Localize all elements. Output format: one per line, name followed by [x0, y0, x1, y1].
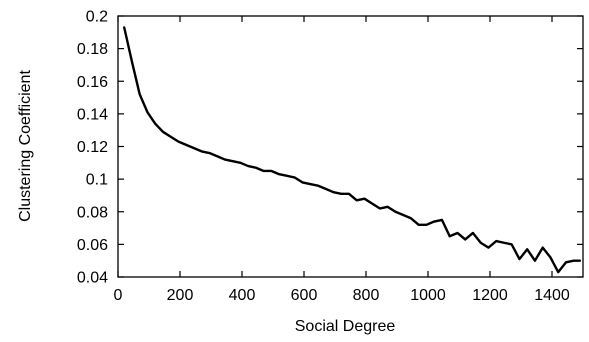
y-tick-label: 0.12 — [77, 139, 108, 156]
y-tick-label: 0.2 — [86, 9, 108, 26]
plot-frame — [117, 15, 584, 278]
series-layer — [122, 26, 582, 274]
ticks-layer: 0 200 400 600 800 1000 1200 1400 0.04 0.06 0.08 0.1… — [77, 9, 583, 304]
y-tick-label: 0.18 — [77, 41, 108, 58]
y-tick-label: 0.1 — [86, 172, 108, 189]
x-tick-label: 200 — [167, 287, 194, 304]
x-tick-label: 400 — [229, 287, 256, 304]
x-tick-label: 600 — [291, 287, 318, 304]
y-tick-label: 0.08 — [77, 204, 108, 221]
x-tick-label: 0 — [114, 287, 123, 304]
y-tick-label: 0.06 — [77, 237, 108, 254]
y-axis-label: Clustering Coefficient — [17, 70, 34, 222]
labels-layer: Social Degree Clustering Coefficient — [17, 70, 395, 335]
y-tick-label: 0.04 — [77, 270, 108, 287]
x-tick-label: 1400 — [534, 287, 570, 304]
series-line — [122, 26, 582, 274]
x-tick-label: 800 — [353, 287, 380, 304]
y-tick-label: 0.14 — [77, 106, 108, 123]
x-tick-label: 1000 — [410, 287, 446, 304]
y-tick-label: 0.16 — [77, 74, 108, 91]
x-tick-label: 1200 — [472, 287, 508, 304]
x-axis-label: Social Degree — [295, 318, 396, 335]
